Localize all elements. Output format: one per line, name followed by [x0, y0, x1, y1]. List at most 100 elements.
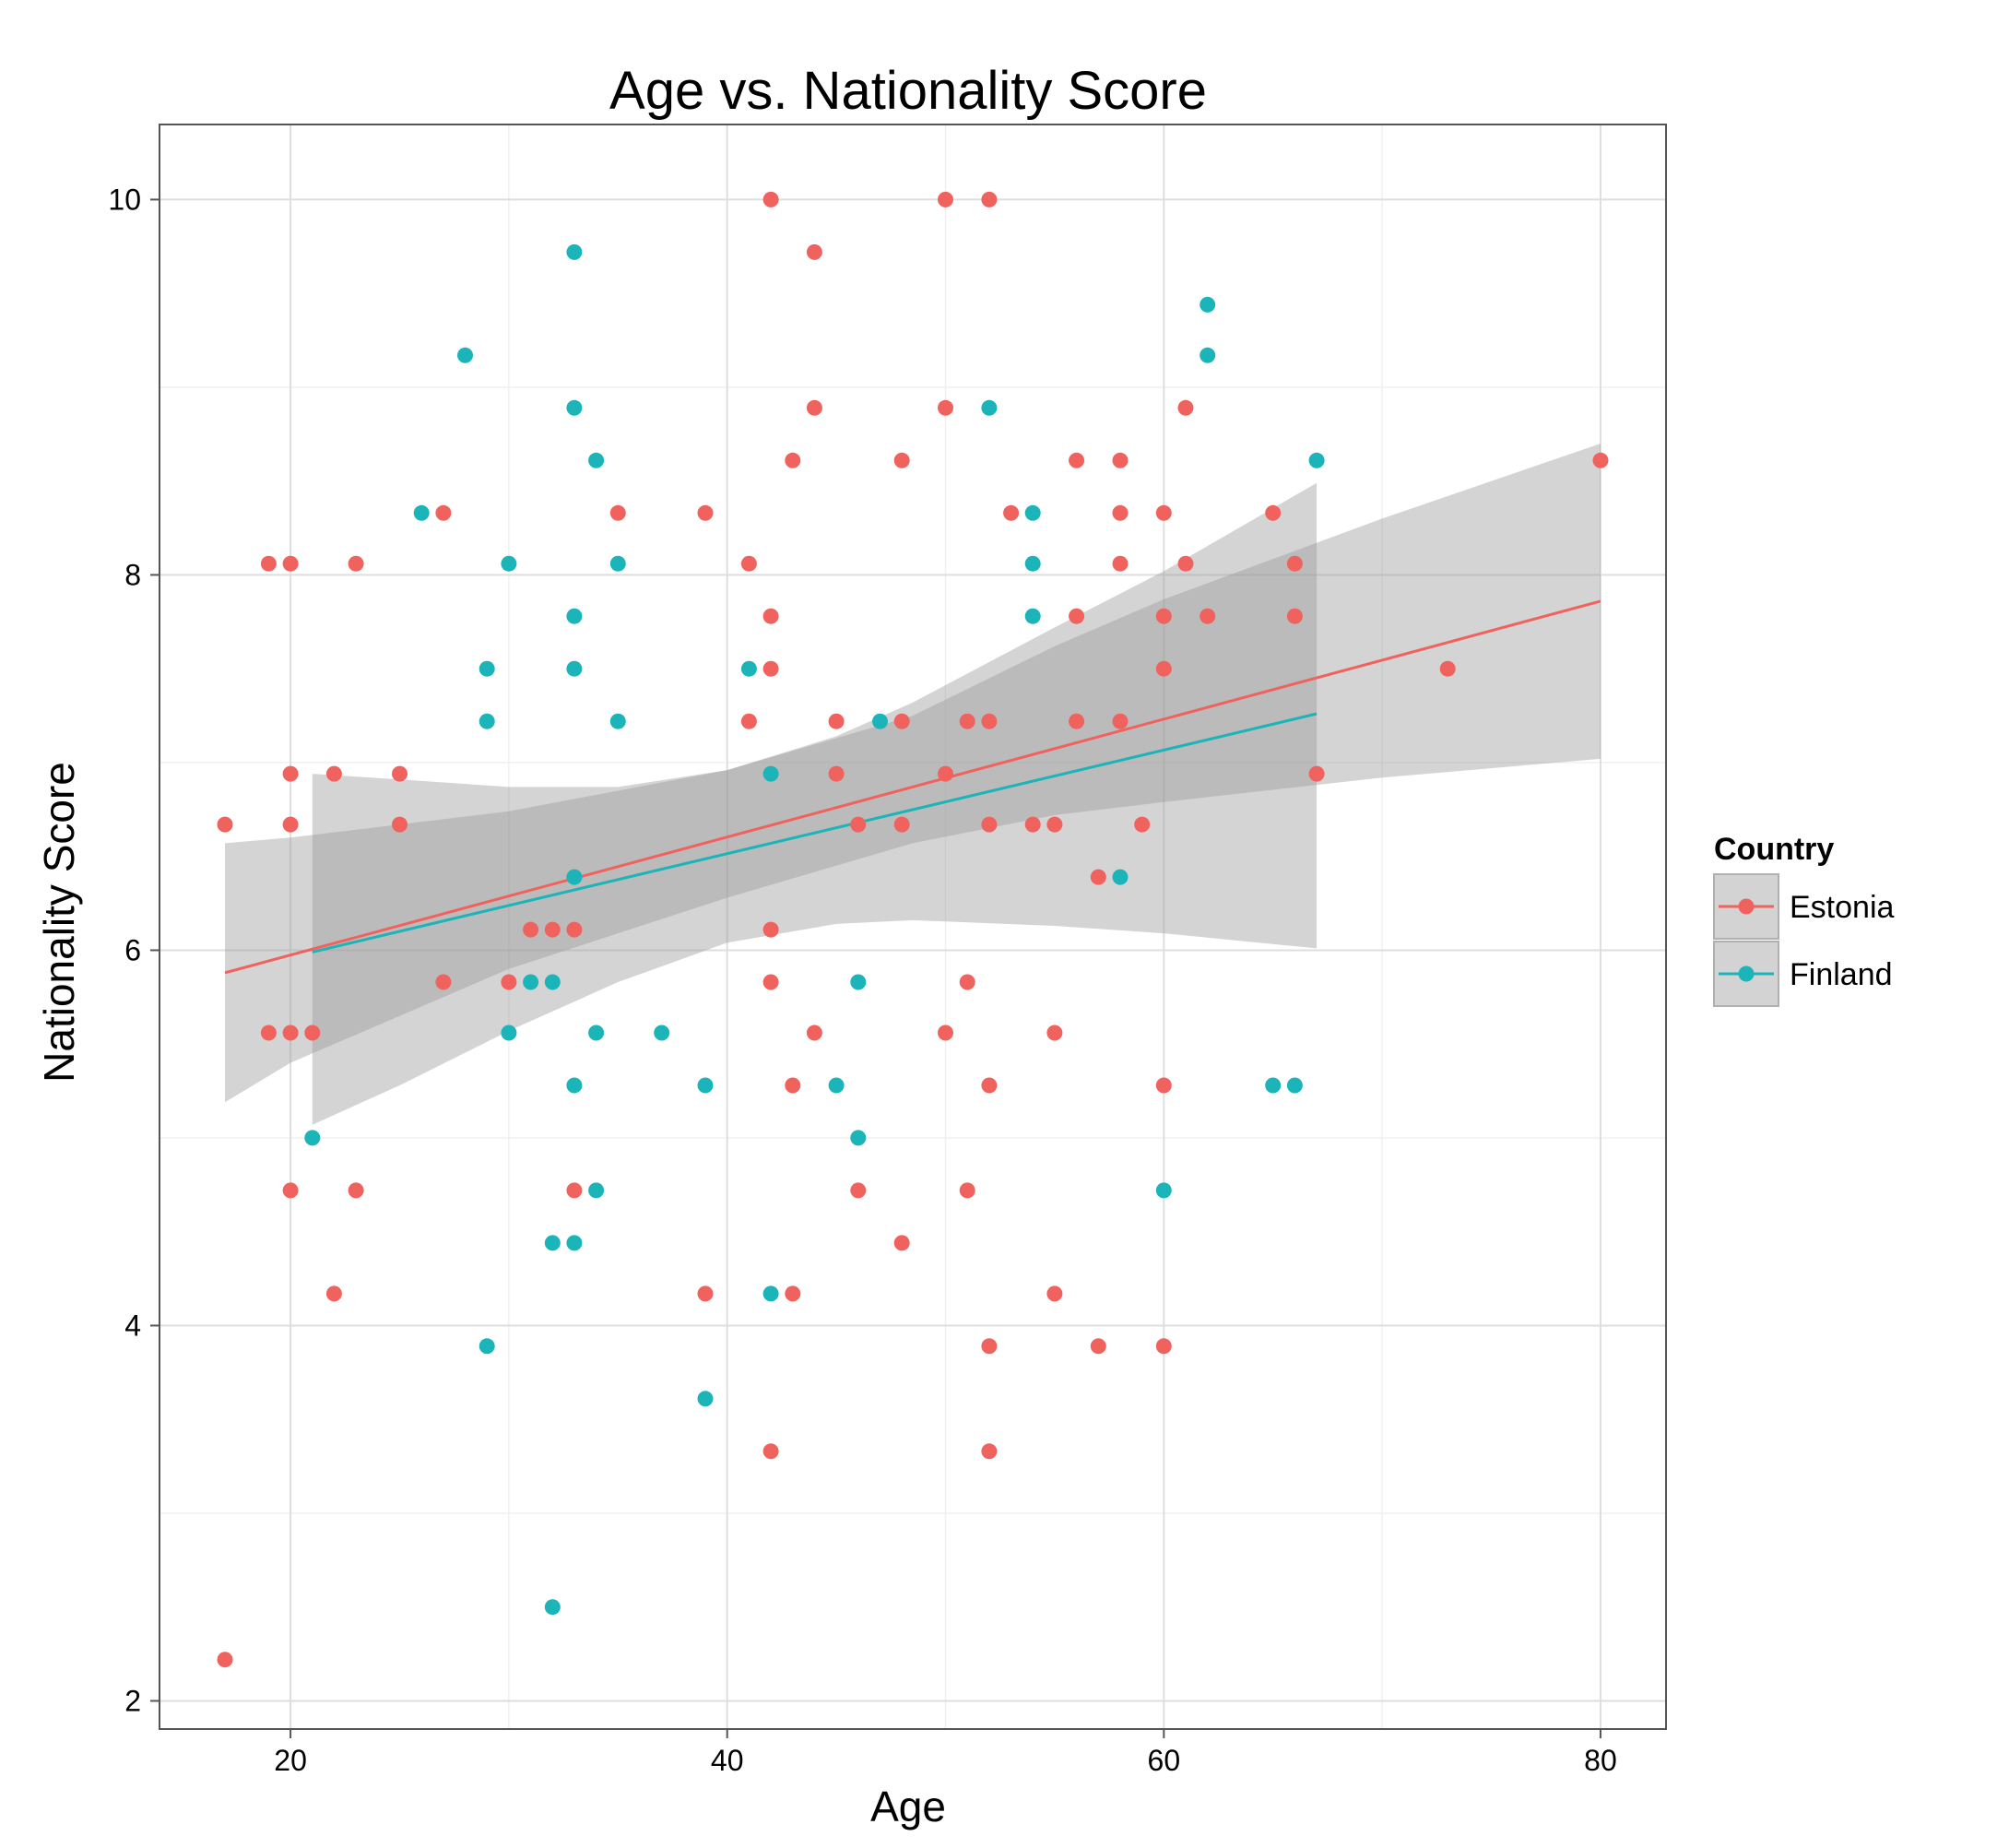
data-point-estonia	[893, 1235, 910, 1251]
data-point-estonia	[981, 191, 998, 207]
data-point-estonia	[325, 765, 342, 782]
data-point-estonia	[981, 1338, 998, 1355]
y-tick-label: 8	[124, 558, 141, 591]
data-point-estonia	[392, 765, 408, 782]
data-point-finland	[566, 660, 583, 677]
data-point-estonia	[959, 974, 975, 990]
x-axis-title: Age	[870, 1783, 946, 1830]
data-point-estonia	[348, 555, 364, 572]
legend-point-finland	[1738, 965, 1755, 982]
data-point-estonia	[282, 1025, 299, 1041]
data-point-estonia	[1046, 1285, 1063, 1302]
data-point-estonia	[1155, 660, 1172, 677]
y-tick-label: 10	[108, 183, 141, 216]
data-point-estonia	[762, 921, 779, 938]
data-point-finland	[654, 1025, 670, 1041]
data-point-estonia	[893, 713, 910, 729]
data-point-estonia	[938, 399, 953, 416]
confidence-band-estonia	[225, 444, 1601, 1103]
data-point-estonia	[1177, 555, 1194, 572]
data-point-estonia	[762, 974, 779, 990]
data-point-finland	[523, 974, 539, 990]
data-point-estonia	[938, 191, 953, 207]
data-point-estonia	[1112, 504, 1129, 521]
data-point-estonia	[566, 921, 583, 938]
data-point-estonia	[435, 974, 452, 990]
data-point-estonia	[697, 504, 714, 521]
data-point-finland	[304, 1130, 321, 1146]
data-point-estonia	[959, 713, 975, 729]
data-point-estonia	[785, 1285, 801, 1302]
data-point-estonia	[260, 555, 277, 572]
x-tick-label: 20	[274, 1744, 307, 1777]
fit-line-finland	[312, 712, 1318, 954]
data-point-estonia	[1112, 713, 1129, 729]
x-axis: 20 40 60 80	[274, 1729, 1617, 1777]
data-point-finland	[762, 1285, 779, 1302]
data-point-estonia	[1199, 608, 1216, 624]
data-point-estonia	[1265, 504, 1282, 521]
data-point-estonia	[1112, 452, 1129, 468]
data-point-estonia	[1069, 713, 1085, 729]
data-point-estonia	[806, 1025, 822, 1041]
data-point-estonia	[1592, 452, 1609, 468]
x-tick-label: 80	[1584, 1744, 1617, 1777]
y-tick-label: 4	[124, 1309, 141, 1342]
data-point-estonia	[1046, 816, 1063, 833]
data-point-finland	[1265, 1077, 1282, 1094]
data-point-finland	[501, 1025, 517, 1041]
data-point-finland	[479, 660, 495, 677]
data-point-estonia	[523, 921, 539, 938]
data-point-estonia	[1090, 1338, 1106, 1355]
plot-area	[159, 124, 1667, 1730]
y-tick-label: 2	[124, 1684, 141, 1717]
data-point-finland	[762, 765, 779, 782]
data-point-estonia	[1286, 555, 1303, 572]
data-point-estonia	[1069, 608, 1085, 624]
data-point-finland	[1024, 504, 1041, 521]
data-point-finland	[566, 608, 583, 624]
data-point-estonia	[348, 1182, 364, 1199]
data-point-estonia	[544, 921, 561, 938]
data-point-estonia	[959, 1182, 975, 1199]
data-point-estonia	[1155, 608, 1172, 624]
legend-label-finland: Finland	[1790, 957, 1893, 992]
data-point-estonia	[740, 713, 757, 729]
data-point-finland	[1112, 869, 1129, 885]
data-point-estonia	[609, 504, 626, 521]
data-point-estonia	[893, 452, 910, 468]
data-point-finland	[566, 243, 583, 260]
panel-border	[159, 124, 1667, 1730]
data-point-estonia	[1286, 608, 1303, 624]
legend: Country Estonia Finland	[1713, 832, 1894, 1007]
data-point-finland	[697, 1077, 714, 1094]
data-point-finland	[1199, 347, 1216, 363]
y-axis: 2 4 6 8 10	[108, 183, 160, 1717]
data-point-estonia	[806, 399, 822, 416]
y-axis-title: Nationality Score	[35, 762, 83, 1083]
data-point-finland	[588, 1182, 605, 1199]
data-point-estonia	[1134, 816, 1151, 833]
panel-background	[160, 124, 1666, 1729]
data-point-estonia	[282, 1182, 299, 1199]
data-point-estonia	[304, 1025, 321, 1041]
data-point-estonia	[762, 191, 779, 207]
legend-title: Country	[1714, 832, 1834, 867]
data-point-estonia	[282, 555, 299, 572]
data-point-estonia	[217, 1652, 233, 1668]
data-point-finland	[566, 1235, 583, 1251]
data-point-estonia	[762, 608, 779, 624]
data-point-finland	[566, 399, 583, 416]
data-point-estonia	[1155, 1077, 1172, 1094]
data-point-finland	[609, 555, 626, 572]
data-point-estonia	[1090, 869, 1106, 885]
data-point-finland	[1199, 296, 1216, 313]
data-point-estonia	[828, 765, 845, 782]
data-point-finland	[1286, 1077, 1303, 1094]
fit-line-estonia	[224, 599, 1601, 975]
data-point-estonia	[325, 1285, 342, 1302]
data-point-estonia	[260, 1025, 277, 1041]
data-point-finland	[544, 974, 561, 990]
data-point-estonia	[501, 974, 517, 990]
